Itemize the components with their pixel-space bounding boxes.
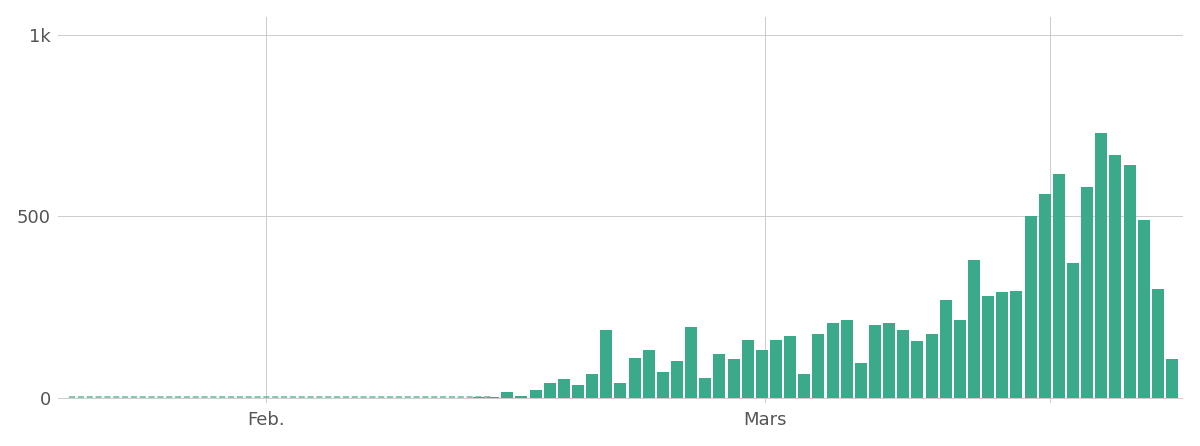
Bar [854,363,866,397]
Bar [502,392,514,397]
Bar [925,334,937,397]
Bar [1039,194,1051,397]
Bar [700,378,712,397]
Bar [841,320,853,397]
Bar [558,379,570,397]
Bar [529,390,541,397]
Bar [756,351,768,397]
Bar [1138,220,1150,397]
Bar [1081,187,1093,397]
Bar [784,336,796,397]
Bar [572,385,584,397]
Bar [643,351,655,397]
Bar [996,293,1008,397]
Bar [1152,289,1164,397]
Bar [1110,154,1122,397]
Bar [544,383,556,397]
Bar [1010,290,1022,397]
Bar [940,300,952,397]
Bar [1067,263,1079,397]
Bar [770,339,782,397]
Bar [1166,359,1178,397]
Bar [742,339,754,397]
Bar [600,330,612,397]
Bar [1096,133,1108,397]
Bar [982,296,994,397]
Bar [869,325,881,397]
Bar [968,260,980,397]
Bar [671,361,683,397]
Bar [614,383,626,397]
Bar [714,354,726,397]
Bar [827,323,839,397]
Bar [812,334,824,397]
Bar [912,341,924,397]
Bar [1025,216,1037,397]
Bar [685,327,697,397]
Bar [586,374,598,397]
Bar [629,358,641,397]
Bar [516,396,528,397]
Bar [883,323,895,397]
Bar [898,330,910,397]
Bar [954,320,966,397]
Bar [798,374,810,397]
Bar [727,359,739,397]
Bar [1123,165,1135,397]
Bar [656,372,668,397]
Bar [1052,174,1064,397]
